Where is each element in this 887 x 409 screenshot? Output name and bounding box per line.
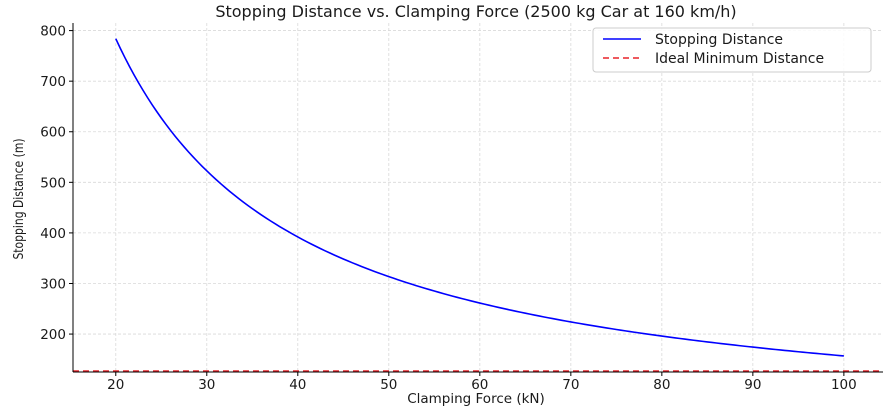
y-tick-label: 600	[40, 125, 66, 141]
legend: Stopping Distance Ideal Minimum Distance	[592, 27, 872, 73]
x-tick-label: 60	[471, 377, 488, 393]
x-tick-label: 20	[107, 377, 124, 393]
chart-title: Stopping Distance vs. Clamping Force (25…	[215, 2, 736, 21]
series-line-stopping-distance	[115, 38, 844, 357]
ticks: 20 30 40 50 60 70 80 90 100 200 300 400 500 600 700 800	[40, 24, 857, 393]
y-tick-label: 800	[40, 24, 66, 40]
y-tick-label: 500	[40, 175, 66, 191]
x-tick-label: 40	[289, 377, 306, 393]
x-tick-label: 70	[562, 377, 579, 393]
x-tick-label: 80	[653, 377, 670, 393]
y-tick-label: 400	[40, 226, 66, 242]
y-tick-label: 700	[40, 74, 66, 90]
x-tick-label: 90	[744, 377, 761, 393]
y-tick-label: 200	[40, 327, 66, 343]
legend-box	[592, 27, 872, 73]
plot-series	[73, 38, 883, 372]
axes	[72, 23, 883, 373]
x-tick-label: 50	[380, 377, 397, 393]
legend-label-stopping-distance: Stopping Distance	[655, 32, 783, 48]
x-axis-label: Clamping Force (kN)	[407, 391, 545, 407]
legend-label-ideal-minimum-distance: Ideal Minimum Distance	[655, 51, 824, 67]
y-axis-label: Stopping Distance (m)	[11, 138, 26, 259]
y-tick-label: 300	[40, 276, 66, 292]
grid	[73, 23, 883, 372]
x-tick-label: 30	[198, 377, 215, 393]
x-tick-label: 100	[831, 377, 857, 393]
